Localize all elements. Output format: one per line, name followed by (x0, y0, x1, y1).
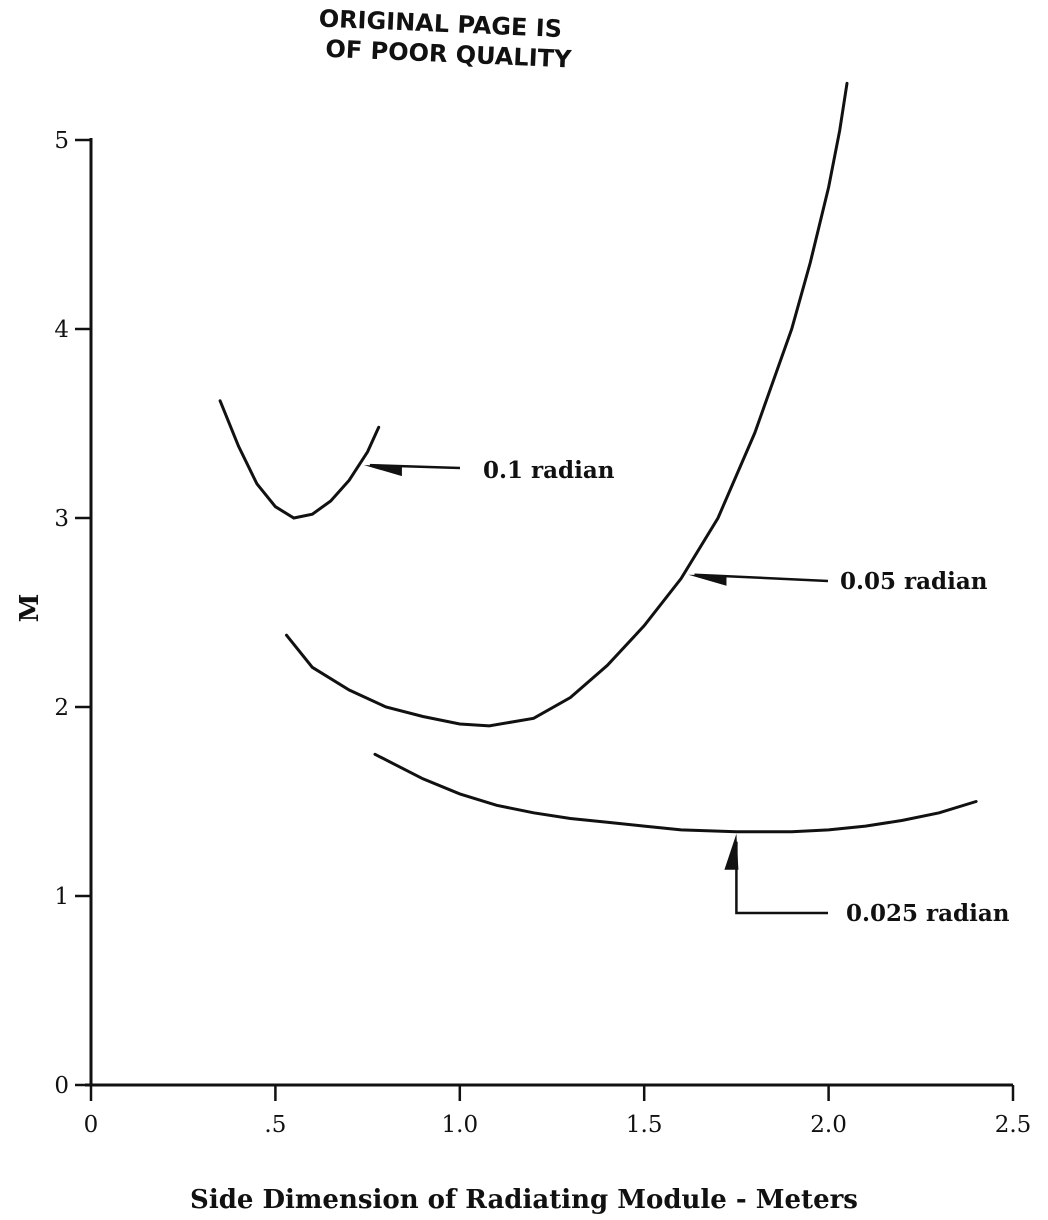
ticks: 0 1 2 3 4 5 0 .5 1.0 1.5 2.0 2.5 (54, 128, 1031, 1138)
arrowhead (688, 574, 727, 586)
series-label: 0.025 radian (846, 900, 1010, 927)
curve-0-05-radian (285, 81, 849, 728)
curves (218, 81, 978, 834)
x-tick-label: 2.0 (810, 1112, 847, 1138)
series-label: 0.1 radian (483, 457, 615, 484)
curve-0-025-radian (373, 752, 978, 834)
y-axis-title: M (15, 594, 45, 623)
leader-line (369, 463, 461, 470)
annotations: 0.1 radian 0.05 radian 0.025 radian (363, 457, 1010, 927)
y-tick-label: 5 (54, 128, 69, 154)
x-tick-label: 1.5 (626, 1112, 663, 1138)
y-tick-label: 4 (54, 317, 69, 343)
x-tick-label: 0 (84, 1112, 99, 1138)
leader-line (735, 841, 828, 915)
y-tick-label: 0 (54, 1073, 69, 1099)
series-label: 0.05 radian (840, 568, 988, 595)
x-tick-label: 1.0 (442, 1112, 479, 1138)
y-tick-label: 2 (54, 695, 69, 721)
y-tick-label: 3 (54, 506, 69, 532)
arrowhead (724, 833, 739, 870)
axes (85, 138, 1013, 1087)
x-axis-title: Side Dimension of Radiating Module - Met… (190, 1185, 858, 1215)
curve-0-1-radian (218, 399, 381, 520)
x-tick-label: .5 (264, 1112, 286, 1138)
x-tick-label: 2.5 (995, 1112, 1032, 1138)
y-tick-label: 1 (54, 884, 69, 910)
arrowhead (363, 465, 402, 477)
